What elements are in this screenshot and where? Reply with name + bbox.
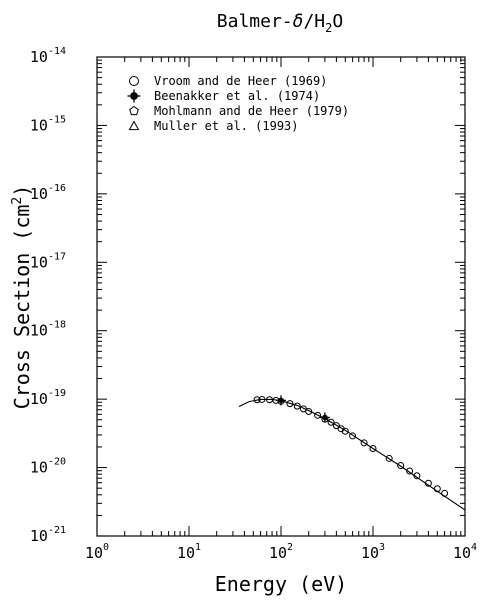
data-point-circle: [424, 479, 432, 487]
legend-marker-circle: [129, 76, 139, 86]
fit-curve: [238, 398, 466, 511]
data-point-circle: [341, 427, 349, 435]
data-point-circle: [349, 432, 357, 440]
data-point-circle: [369, 444, 377, 452]
x-axis-ticks: [96, 57, 466, 536]
data-points: [253, 395, 449, 497]
data-point-circle: [413, 472, 421, 480]
x-tick-label: 100: [85, 542, 109, 562]
legend-label: Mohlmann and de Heer (1979): [154, 104, 349, 118]
data-point-circle: [397, 462, 405, 470]
chart-title: Balmer-δ/H2O: [217, 11, 343, 35]
y-label-text: Cross Section (cm: [10, 205, 34, 410]
legend: Vroom and de Heer (1969)Beenakker et al.…: [127, 74, 349, 133]
x-tick-label: 104: [453, 542, 477, 562]
y-axis-ticks: [97, 56, 465, 537]
y-tick-label: 10-16: [30, 183, 66, 203]
data-point-circle: [305, 407, 313, 415]
x-axis-label: Energy (eV): [215, 572, 347, 596]
data-point-circle: [314, 411, 322, 419]
title-text: Balmer-: [217, 11, 293, 32]
legend-marker-cross: [127, 89, 141, 103]
data-point-circle: [406, 467, 414, 475]
legend-label: Beenakker et al. (1974): [154, 89, 320, 103]
y-tick-label: 10-14: [30, 46, 66, 66]
title-o: O: [332, 11, 343, 32]
data-point-circle: [441, 489, 449, 497]
y-tick-label: 10-18: [30, 320, 66, 340]
data-point-circle: [286, 400, 294, 408]
legend-marker-pentagon: [129, 105, 139, 116]
y-tick-label: 10-15: [30, 114, 66, 134]
x-axis-tick-labels: 100 101 102 103 104: [85, 542, 477, 562]
data-point-circle: [253, 396, 261, 404]
y-axis-tick-labels: 10-14 10-15 10-16 10-17 10-18 10-19 10-20 10-21: [30, 46, 66, 545]
data-point-circle: [385, 454, 393, 462]
data-point-circle: [293, 402, 301, 410]
x-tick-label: 102: [269, 542, 293, 562]
y-label-superscript: 2: [10, 197, 25, 205]
title-h: /H: [303, 11, 325, 32]
legend-marker-triangle: [128, 120, 140, 131]
title-delta: δ: [293, 11, 304, 32]
legend-label: Vroom and de Heer (1969): [154, 74, 327, 88]
y-tick-label: 10-19: [30, 388, 66, 408]
y-label-close: ): [10, 185, 34, 197]
data-point-circle: [258, 395, 266, 403]
data-point-cross: [276, 395, 286, 406]
y-tick-label: 10-20: [30, 457, 66, 477]
data-point-circle: [327, 418, 335, 426]
legend-label: Muller et al. (1993): [154, 119, 299, 133]
y-tick-label: 10-21: [30, 525, 66, 545]
y-tick-label: 10-17: [30, 251, 66, 271]
data-point-circle: [360, 439, 368, 447]
data-point-circle: [433, 485, 441, 493]
y-axis-label: Cross Section (cm2): [10, 185, 34, 410]
data-point-cross: [319, 412, 330, 423]
title-subscript: 2: [325, 21, 332, 35]
x-tick-label: 101: [177, 542, 201, 562]
x-tick-label: 103: [361, 542, 385, 562]
